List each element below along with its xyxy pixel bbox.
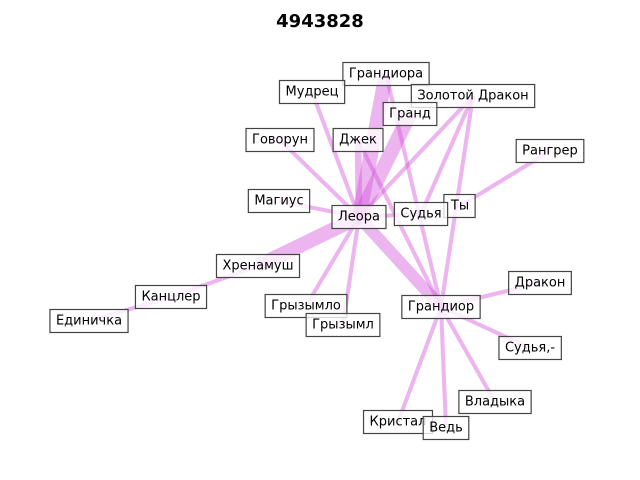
node-sudya: Судья — [393, 201, 449, 227]
node-dzhek: Джек — [332, 127, 384, 153]
node-label: Леора — [338, 210, 380, 225]
node-box — [245, 127, 315, 153]
node-rangrer: Рангрер — [515, 138, 585, 164]
node-box — [393, 201, 449, 227]
node-box — [342, 61, 430, 87]
node-box — [410, 83, 536, 109]
node-label: Владыка — [465, 395, 525, 410]
edge-leora-govorun — [278, 138, 361, 219]
edge-layer — [88, 72, 552, 429]
node-box — [382, 101, 438, 127]
node-edinichka: Единичка — [49, 308, 129, 334]
node-label: Джек — [339, 133, 377, 148]
node-box — [247, 188, 311, 214]
node-label: Мудрец — [286, 85, 339, 100]
node-box — [458, 389, 532, 415]
node-grandior: Грандиор — [401, 294, 481, 320]
node-label: Дракон — [515, 276, 566, 291]
node-label: Грызымл — [312, 318, 374, 333]
node-label: Кристал — [370, 415, 427, 430]
node-box — [215, 253, 301, 279]
node-box — [515, 138, 585, 164]
node-box — [422, 415, 470, 441]
node-grand: Гранд — [382, 101, 438, 127]
node-label: Грандиора — [349, 67, 423, 82]
edge-leora-grand — [352, 110, 417, 221]
node-label: Магиус — [254, 194, 303, 209]
node-box — [401, 294, 481, 320]
node-box — [508, 270, 572, 296]
node-gryzymlo: Грызымло — [264, 293, 348, 319]
edge-sudya-zolotoy — [419, 95, 475, 215]
node-govorun: Говорун — [245, 127, 315, 153]
node-kristal: Кристал — [362, 409, 434, 435]
node-gryzyml: Грызымл — [305, 312, 381, 338]
node-label: Говорун — [252, 133, 308, 148]
node-box — [332, 127, 384, 153]
edge-grandior-ved — [438, 306, 449, 429]
node-ved: Ведь — [422, 415, 470, 441]
node-box — [498, 335, 562, 361]
node-vladyka: Владыка — [458, 389, 532, 415]
edge-leora-zolotoy — [357, 94, 475, 219]
node-leora: Леора — [331, 204, 387, 230]
node-ty: Ты — [443, 193, 476, 219]
node-khrenamush: Хренамуш — [215, 253, 301, 279]
node-box — [305, 312, 381, 338]
node-kantsler: Канцлер — [134, 284, 208, 310]
edge-leora-mudrets — [310, 91, 361, 218]
edge-grandior-kristal — [396, 306, 443, 423]
node-label: Ты — [450, 199, 469, 214]
diagram-title: 4943828 — [276, 11, 364, 32]
node-label: Единичка — [56, 314, 122, 329]
node-grandiora: Грандиора — [342, 61, 430, 87]
node-label: Рангрер — [522, 144, 578, 159]
edge-leora-dzhek — [354, 139, 363, 218]
node-box — [134, 284, 208, 310]
node-sudya2: Судья,- — [498, 335, 562, 361]
node-box — [278, 79, 346, 105]
node-label: Судья — [400, 207, 441, 222]
node-label: Канцлер — [141, 290, 200, 305]
node-label: Гранд — [389, 107, 431, 122]
node-label: Грызымло — [271, 299, 341, 314]
node-label: Хренамуш — [222, 259, 293, 274]
node-magius: Магиус — [247, 188, 311, 214]
node-label: Судья,- — [505, 341, 555, 356]
node-label: Ведь — [429, 421, 463, 436]
node-mudrets: Мудрец — [278, 79, 346, 105]
node-drakon: Дракон — [508, 270, 572, 296]
edge-grandior-vladyka — [439, 305, 497, 404]
node-label: Грандиор — [408, 300, 474, 315]
node-layer: Грандиора Мудрец Золотой Дракон Гранд Говору… — [49, 61, 585, 441]
node-box — [49, 308, 129, 334]
node-zolotoy: Золотой Дракон — [410, 83, 536, 109]
edge-leora-grandior — [354, 212, 446, 312]
node-label: Золотой Дракон — [417, 89, 528, 104]
node-box — [331, 204, 387, 230]
edge-leora-gryzymlo — [304, 215, 361, 308]
